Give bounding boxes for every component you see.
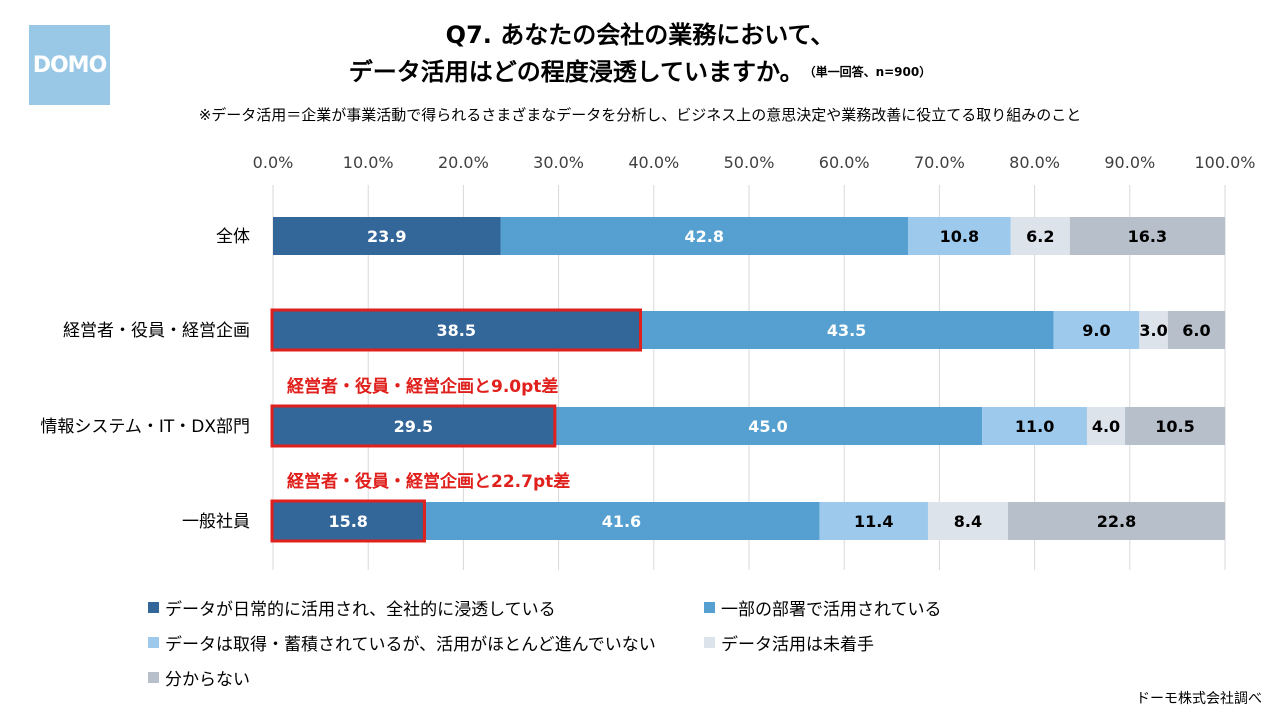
legend-label: データ活用は未着手 — [721, 635, 874, 655]
legend-label: 分からない — [165, 670, 250, 690]
data-label: 29.5 — [394, 417, 433, 436]
legend-item: 一部の部署で活用されている — [704, 595, 942, 620]
x-tick-label: 90.0% — [1104, 153, 1155, 172]
data-label: 10.8 — [940, 227, 979, 246]
bar-segment — [927, 502, 1008, 540]
x-tick-label: 20.0% — [438, 153, 489, 172]
bar-segment — [907, 217, 1011, 255]
data-label: 3.0 — [1139, 321, 1167, 340]
source-note: ドーモ株式会社調べ — [1136, 691, 1262, 707]
bar-segment — [819, 502, 928, 540]
x-tick-label: 60.0% — [819, 153, 870, 172]
legend-label: 一部の部署で活用されている — [721, 600, 942, 620]
data-label: 8.4 — [954, 512, 982, 531]
data-label: 42.8 — [685, 227, 724, 246]
category-label: 一般社員 — [182, 512, 250, 532]
bar-segment — [1069, 217, 1225, 255]
legend-swatch — [704, 637, 715, 648]
data-label: 38.5 — [437, 321, 476, 340]
legend-item: データは取得・蓄積されているが、活用がほとんど進んでいない — [148, 630, 656, 655]
logo-text: DOMO — [32, 52, 108, 78]
data-label: 16.3 — [1128, 227, 1167, 246]
bar-segment — [1053, 311, 1140, 349]
highlight-box — [270, 499, 426, 543]
data-label: 10.5 — [1155, 417, 1194, 436]
data-label: 11.0 — [1015, 417, 1054, 436]
title-line-1: Q7. あなたの会社の業務において、 — [445, 21, 835, 49]
bar-segment — [1139, 311, 1168, 349]
legend-item: データ活用は未着手 — [704, 630, 874, 655]
legend-item: 分からない — [148, 665, 250, 690]
bar-segment — [273, 407, 554, 445]
legend-label: データは取得・蓄積されているが、活用がほとんど進んでいない — [165, 635, 656, 655]
bar-segment — [553, 407, 983, 445]
legend-label: データが日常的に活用され、全社的に浸透している — [165, 600, 556, 620]
title-line-2-text: データ活用はどの程度浸透していますか。 — [348, 58, 804, 86]
data-label: 9.0 — [1082, 321, 1110, 340]
x-tick-label: 0.0% — [253, 153, 294, 172]
highlight-annotation: 経営者・役員・経営企画と22.7pt差 — [287, 471, 570, 492]
legend-swatch — [148, 672, 159, 683]
x-tick-label: 70.0% — [914, 153, 965, 172]
domo-logo: DOMO — [29, 25, 110, 105]
bar-segment — [1086, 407, 1126, 445]
legend-swatch — [148, 602, 159, 613]
x-tick-label: 100.0% — [1194, 153, 1255, 172]
data-label: 6.2 — [1026, 227, 1054, 246]
highlight-box — [270, 308, 643, 352]
bar-segment — [500, 217, 908, 255]
bar-segment — [1125, 407, 1225, 445]
highlight-annotation: 経営者・役員・経営企画と9.0pt差 — [287, 376, 558, 397]
x-tick-label: 10.0% — [343, 153, 394, 172]
legend-swatch — [704, 602, 715, 613]
x-tick-label: 50.0% — [724, 153, 775, 172]
category-label: 情報システム・IT・DX部門 — [40, 417, 250, 437]
data-label: 45.0 — [748, 417, 787, 436]
data-label: 11.4 — [854, 512, 893, 531]
bar-segment — [1167, 311, 1225, 349]
category-label: 経営者・役員・経営企画 — [63, 321, 250, 341]
subtitle: ※データ活用＝企業が事業活動で得られるさまざまなデータを分析し、ビジネス上の意思… — [198, 106, 1082, 124]
data-label: 23.9 — [367, 227, 406, 246]
bar-segment — [1007, 502, 1225, 540]
data-label: 4.0 — [1092, 417, 1120, 436]
legend-item: データが日常的に活用され、全社的に浸透している — [148, 595, 556, 620]
data-label: 43.5 — [827, 321, 866, 340]
data-label: 41.6 — [602, 512, 641, 531]
bar-segment — [1010, 217, 1070, 255]
bar-segment — [639, 311, 1054, 349]
bar-segment — [423, 502, 820, 540]
data-label: 22.8 — [1097, 512, 1136, 531]
data-label: 6.0 — [1182, 321, 1210, 340]
category-label: 全体 — [216, 227, 250, 247]
title-line-2: データ活用はどの程度浸透していますか。 （単一回答、n=900） — [0, 57, 1280, 87]
data-label: 15.8 — [328, 512, 367, 531]
x-tick-label: 40.0% — [628, 153, 679, 172]
legend-swatch — [148, 637, 159, 648]
bar-segment — [273, 502, 424, 540]
title-note: （単一回答、n=900） — [809, 65, 932, 79]
x-tick-label: 30.0% — [533, 153, 584, 172]
x-tick-label: 80.0% — [1009, 153, 1060, 172]
bar-segment — [982, 407, 1087, 445]
highlight-box — [270, 404, 557, 448]
bar-segment — [273, 311, 640, 349]
bar-segment — [273, 217, 501, 255]
